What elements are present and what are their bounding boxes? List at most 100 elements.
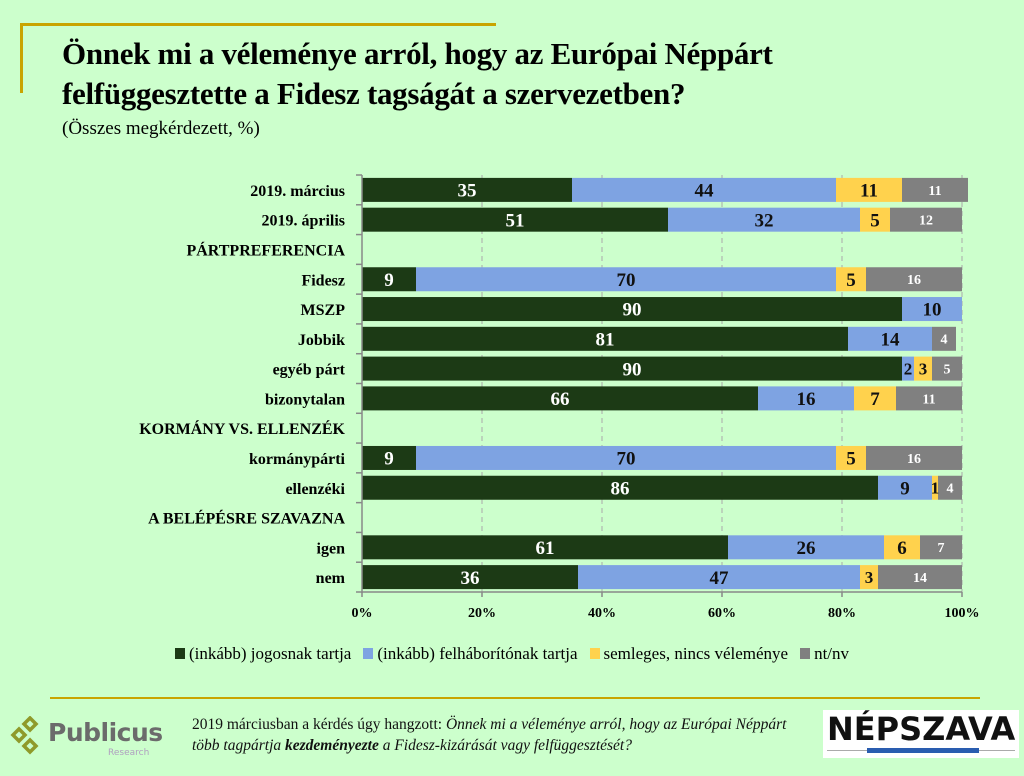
category-label: 2019. április bbox=[261, 213, 345, 230]
value-label-felhaborito: 9 bbox=[900, 478, 910, 499]
bar-segment-ntnv bbox=[902, 177, 968, 202]
legend-label: nt/nv bbox=[814, 644, 850, 663]
category-label: Fidesz bbox=[301, 272, 345, 289]
bar-segment-semleges bbox=[932, 475, 938, 500]
value-label-jogos: 36 bbox=[461, 568, 480, 589]
category-labels: 2019. március 2019. április PÁRTPREFERENCI… bbox=[139, 183, 345, 587]
value-label-ntnv: 7 bbox=[938, 541, 945, 556]
legend-item-semleges: semleges, nincs véleménye bbox=[589, 644, 788, 664]
bar-segment-ntnv bbox=[866, 267, 962, 292]
value-label-ntnv: 14 bbox=[913, 571, 927, 586]
x-tick-label: 40% bbox=[588, 606, 616, 621]
value-label-felhaborito: 26 bbox=[797, 538, 816, 559]
value-label-jogos: 90 bbox=[623, 359, 642, 380]
bar-segment-jogos bbox=[362, 326, 848, 351]
bar-segment-jogos bbox=[362, 565, 578, 590]
bar-segment-felhaborito bbox=[728, 535, 884, 560]
value-label-jogos: 9 bbox=[384, 270, 394, 291]
bar-segment-jogos bbox=[362, 386, 758, 411]
value-label-felhaborito: 10 bbox=[923, 300, 942, 321]
legend-swatch-semleges bbox=[589, 648, 600, 659]
legend-label: (inkább) jogosnak tartja bbox=[188, 644, 352, 663]
bar-segment-semleges bbox=[914, 356, 932, 381]
category-label: igen bbox=[317, 540, 346, 557]
title-accent-rule-vertical bbox=[20, 23, 23, 93]
x-tick-label: 20% bbox=[468, 606, 496, 621]
bar-segment-felhaborito bbox=[416, 445, 836, 470]
bar-segment-semleges bbox=[884, 535, 920, 560]
value-label-jogos: 9 bbox=[384, 449, 394, 470]
x-tick-label: 0% bbox=[352, 606, 373, 621]
value-label-semleges: 1 bbox=[931, 479, 940, 498]
value-label-semleges: 5 bbox=[846, 449, 856, 470]
category-label: kormánypárti bbox=[249, 451, 346, 468]
publicus-logo-text: Publicus bbox=[48, 718, 163, 747]
value-label-semleges: 3 bbox=[919, 360, 928, 379]
bar-segment-semleges bbox=[860, 207, 890, 232]
chart-title-line1: Önnek mi a véleménye arról, hogy az Euró… bbox=[62, 36, 773, 71]
bar-segment-felhaborito bbox=[848, 326, 932, 351]
bar-segment-felhaborito bbox=[758, 386, 854, 411]
legend-item-ntnv: nt/nv bbox=[800, 644, 849, 664]
gridlines bbox=[481, 175, 963, 592]
bar-segment-jogos bbox=[362, 475, 878, 500]
value-label-felhaborito: 70 bbox=[617, 270, 636, 291]
value-label-jogos: 90 bbox=[623, 300, 642, 321]
value-label-ntnv: 4 bbox=[947, 482, 954, 497]
bar-segment-felhaborito bbox=[668, 207, 860, 232]
bar-segment-felhaborito bbox=[902, 356, 914, 381]
bar-segment-felhaborito bbox=[902, 297, 962, 322]
footnote-bold: kezdeményezte bbox=[285, 737, 379, 754]
bar-segment-ntnv bbox=[866, 445, 962, 470]
bar-segment-ntnv bbox=[932, 356, 962, 381]
bar-segment-ntnv bbox=[920, 535, 962, 560]
x-tick-label: 80% bbox=[828, 606, 856, 621]
legend-label: (inkább) felháborítónak tartja bbox=[377, 644, 578, 663]
tick-labels: 0% 20% 40% 60% 80% 100% bbox=[352, 606, 980, 621]
legend-swatch-felhaborito bbox=[363, 648, 374, 659]
chart-title-line2: felfüggesztette a Fidesz tagságát a szer… bbox=[62, 76, 686, 111]
bar-segment-ntnv bbox=[896, 386, 962, 411]
value-label-semleges: 6 bbox=[897, 538, 907, 559]
axes bbox=[356, 174, 963, 597]
value-label-jogos: 86 bbox=[611, 478, 630, 499]
nepszava-logo-text: NÉPSZAVA bbox=[827, 710, 1016, 748]
title-accent-rule bbox=[20, 23, 496, 26]
bar-segment-jogos bbox=[362, 207, 668, 232]
x-tick-label: 100% bbox=[945, 606, 980, 621]
value-label-ntnv: 11 bbox=[922, 392, 935, 407]
section-header-label: PÁRTPREFERENCIA bbox=[186, 240, 345, 259]
value-label-ntnv: 12 bbox=[919, 214, 933, 229]
publicus-logo: Publicus Research bbox=[10, 714, 163, 764]
legend: (inkább) jogosnak tartja (inkább) felhábo… bbox=[0, 644, 1024, 664]
bar-segment-ntnv bbox=[890, 207, 962, 232]
bar-segment-felhaborito bbox=[878, 475, 932, 500]
bar-segment-semleges bbox=[860, 565, 878, 590]
bar-segment-ntnv bbox=[878, 565, 962, 590]
bar-segment-semleges bbox=[836, 445, 866, 470]
legend-item-jogos: (inkább) jogosnak tartja bbox=[174, 644, 352, 664]
chart-title: Önnek mi a véleménye arról, hogy az Euró… bbox=[62, 34, 982, 114]
value-label-ntnv: 16 bbox=[907, 452, 921, 467]
value-label-felhaborito: 16 bbox=[797, 389, 816, 410]
value-label-felhaborito: 32 bbox=[755, 210, 774, 231]
bar-segment-semleges bbox=[836, 267, 866, 292]
footnote-italic-2: a Fidesz-kizárását vagy felfüggesztését? bbox=[378, 737, 632, 754]
bar-segment-felhaborito bbox=[578, 565, 860, 590]
footnote: 2019 márciusban a kérdés úgy hangzott: Ö… bbox=[192, 714, 792, 756]
value-label-jogos: 81 bbox=[596, 329, 615, 350]
bar-segment-semleges bbox=[854, 386, 896, 411]
category-label: Jobbik bbox=[298, 332, 345, 349]
value-label-felhaborito: 47 bbox=[710, 568, 730, 589]
value-label-ntnv: 5 bbox=[944, 363, 951, 378]
footnote-plain: 2019 márciusban a kérdés úgy hangzott: bbox=[192, 716, 446, 733]
bar-segment-jogos bbox=[362, 297, 902, 322]
value-label-felhaborito: 44 bbox=[695, 181, 715, 202]
bar-segment-felhaborito bbox=[416, 267, 836, 292]
value-label-ntnv: 16 bbox=[907, 273, 921, 288]
section-header-label: A BELÉPÉSRE SZAVAZNA bbox=[148, 509, 345, 528]
bar-segment-ntnv bbox=[938, 475, 962, 500]
publicus-logo-subtext: Research bbox=[108, 748, 150, 758]
legend-swatch-ntnv bbox=[800, 648, 811, 659]
